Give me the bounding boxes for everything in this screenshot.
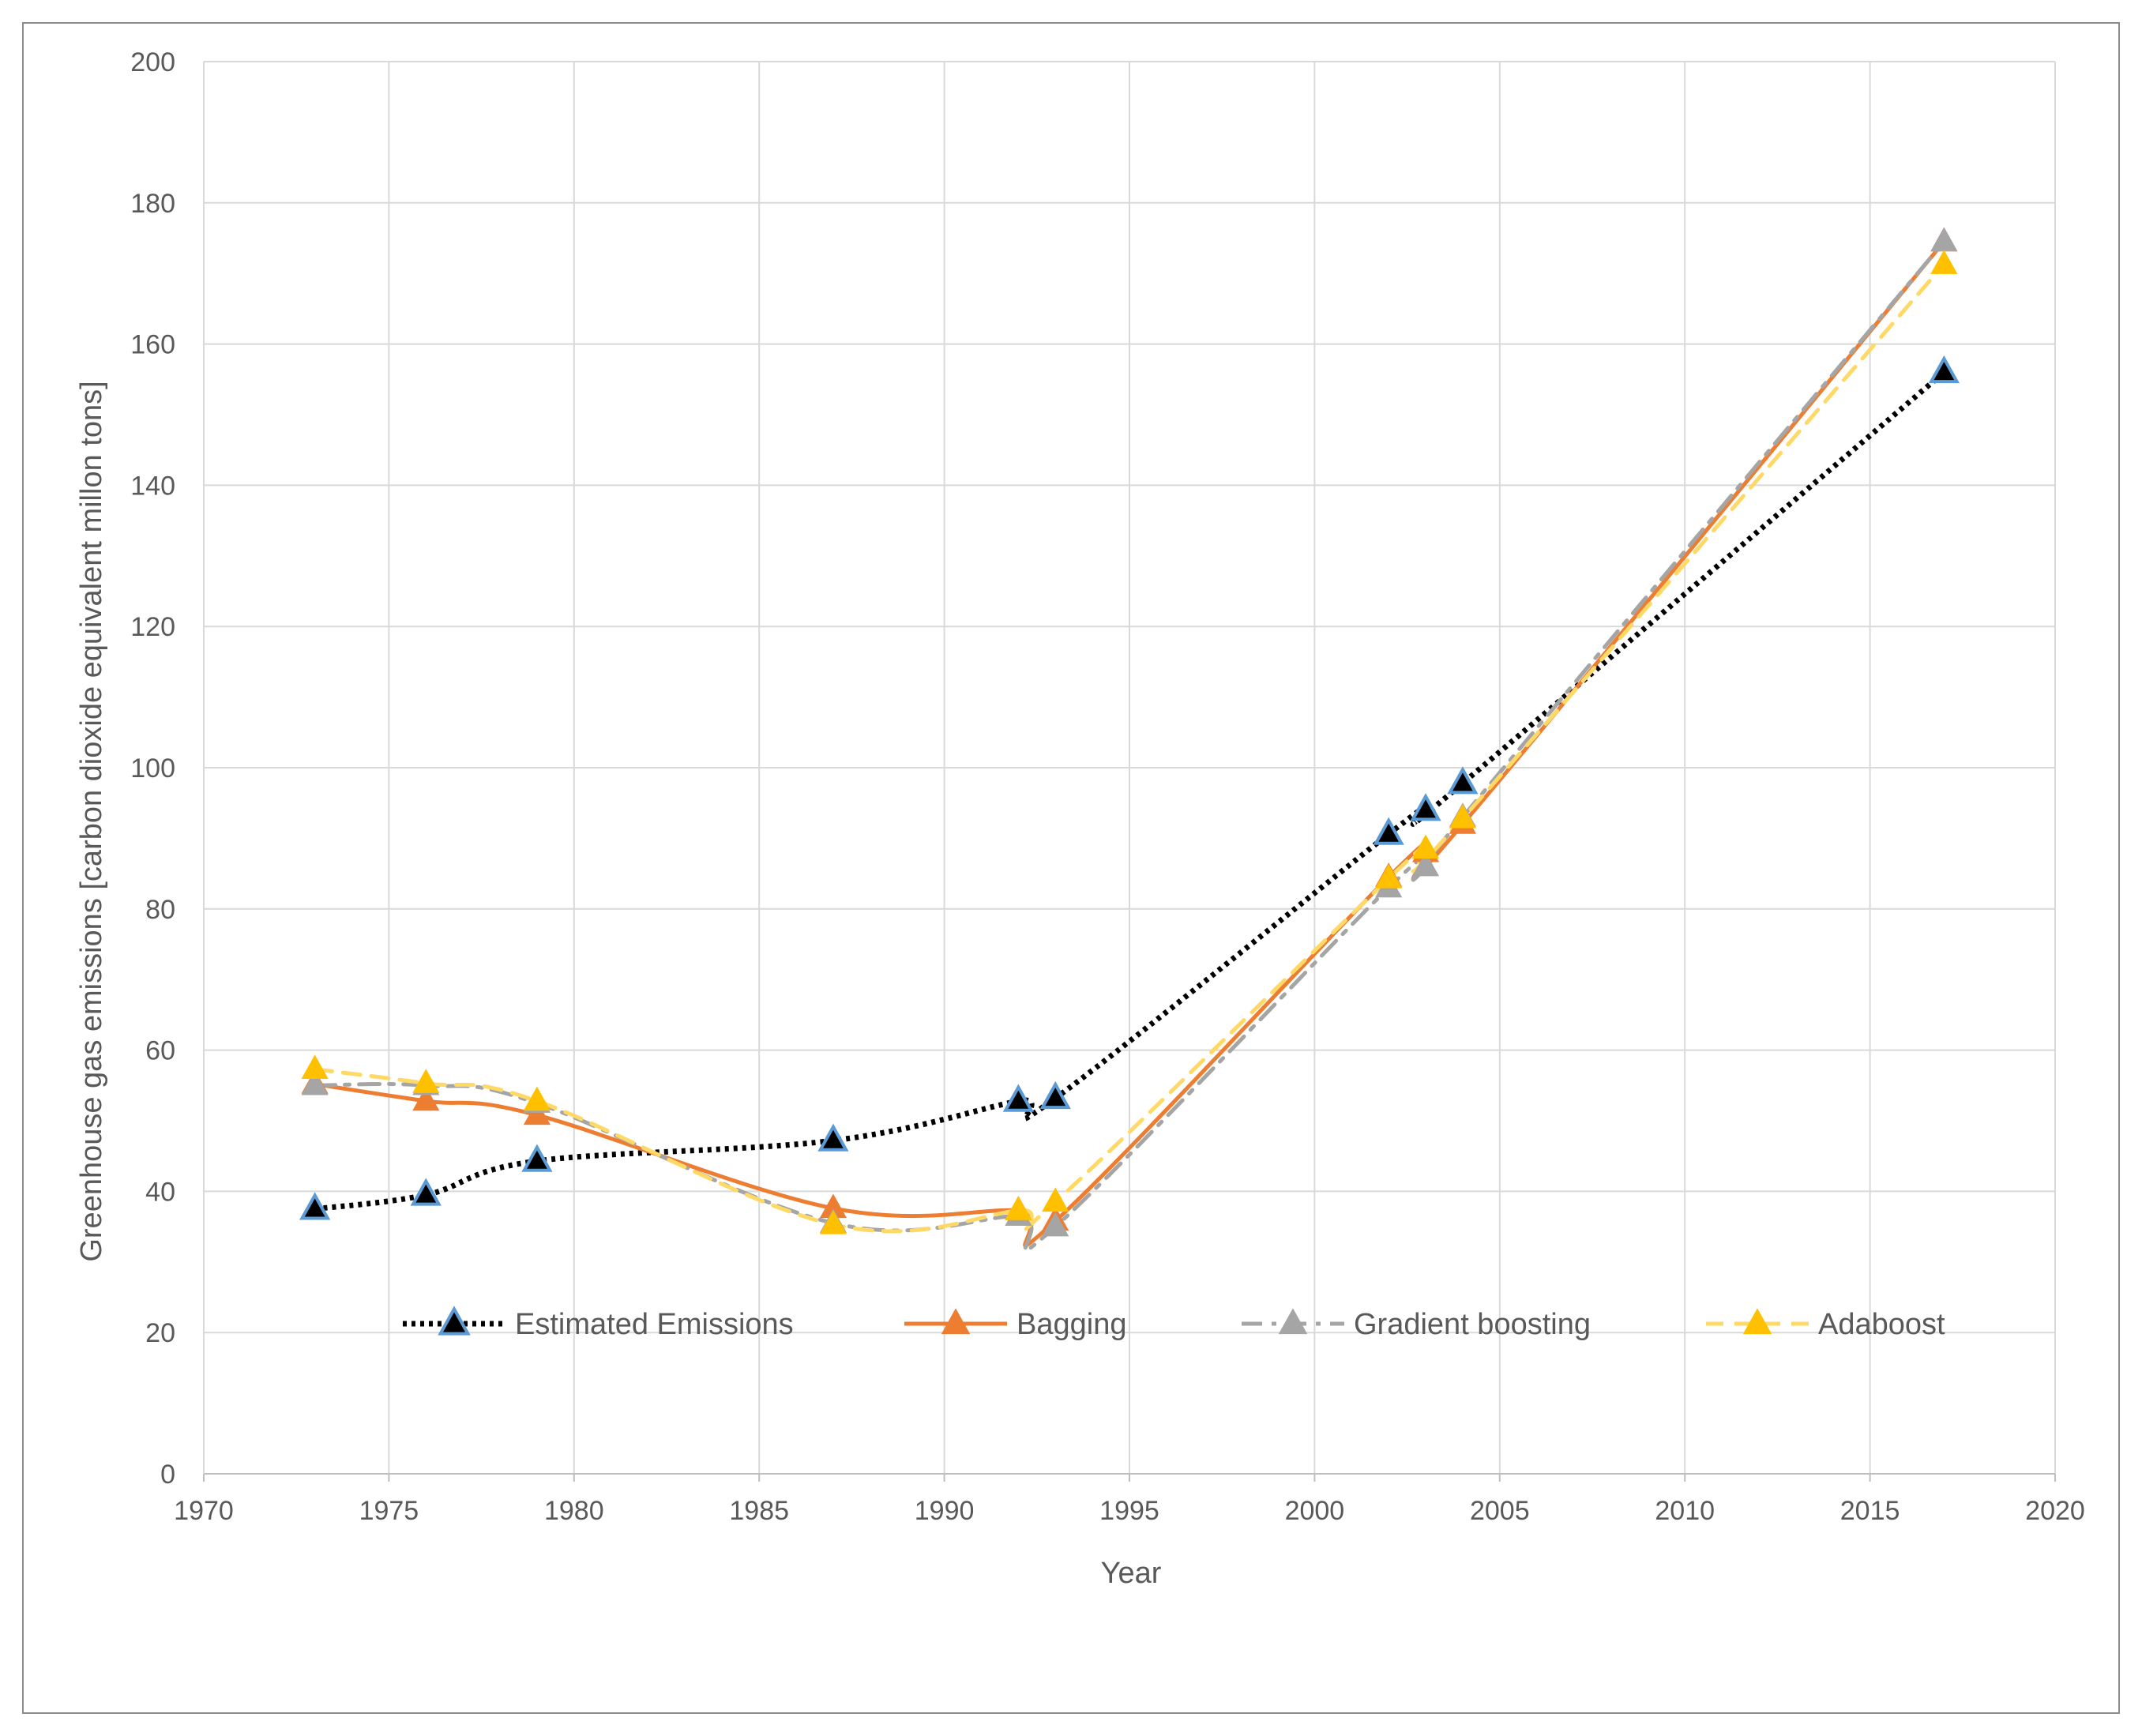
legend-label-bagging: Bagging	[1017, 1308, 1126, 1341]
y-tick-label: 140	[130, 471, 175, 501]
data-point-estimated-emissions	[299, 1192, 331, 1220]
legend-label-estimated-emissions: Estimated Emissions	[515, 1308, 794, 1341]
data-point-estimated-emissions	[1002, 1084, 1035, 1112]
legend: Estimated Emissions Bagging Gradient boost…	[403, 1306, 1945, 1341]
x-tick-label: 1995	[1099, 1496, 1159, 1526]
series-lines	[313, 239, 1946, 1253]
data-point-gradient-boosting	[1411, 851, 1440, 877]
x-tick-label: 2005	[1470, 1496, 1530, 1526]
data-point-estimated-emissions	[1410, 793, 1441, 821]
data-point-estimated-emissions	[1928, 355, 1960, 384]
data-point-adaboost	[1005, 1196, 1032, 1220]
series-line-adaboost	[313, 262, 1946, 1234]
data-point-adaboost	[819, 1210, 847, 1234]
series-markers	[299, 227, 1960, 1237]
legend-label-gradient-boosting: Gradient boosting	[1354, 1308, 1591, 1341]
data-point-adaboost	[301, 1054, 329, 1079]
data-point-gradient-boosting	[301, 1070, 329, 1095]
y-axis-title: Greenhouse gas emissions [carbon dioxide…	[75, 381, 108, 1261]
x-tick-label: 2020	[2025, 1496, 2085, 1526]
data-point-bagging	[412, 1086, 440, 1111]
legend-marker-estimated-emissions	[438, 1306, 471, 1336]
data-point-adaboost	[412, 1069, 440, 1093]
legend-label-adaboost: Adaboost	[1818, 1308, 1945, 1341]
y-tick-label: 60	[145, 1036, 175, 1066]
x-tick-label: 2015	[1840, 1496, 1900, 1526]
y-tick-label: 120	[130, 612, 175, 642]
data-point-gradient-boosting	[1042, 1212, 1069, 1237]
y-tick-label: 200	[130, 47, 175, 77]
y-tick-label: 180	[130, 189, 175, 219]
y-tick-label: 40	[145, 1177, 175, 1207]
data-point-bagging	[523, 1100, 551, 1125]
y-tick-label: 20	[145, 1318, 175, 1348]
data-point-adaboost	[1375, 863, 1403, 889]
legend-marker-bagging	[941, 1308, 971, 1335]
data-point-estimated-emissions	[521, 1144, 553, 1172]
x-tick-label: 2000	[1285, 1496, 1345, 1526]
x-tick-label: 2010	[1655, 1496, 1715, 1526]
legend-marker-adaboost	[1742, 1308, 1772, 1335]
x-tick-label: 1970	[174, 1496, 234, 1526]
y-tick-label: 80	[145, 895, 175, 925]
data-point-adaboost	[1449, 803, 1477, 829]
axes: 1970 1975 1980 1985 1990 1995 2000 2005 2010 2015…	[130, 47, 2085, 1526]
x-tick-label: 1980	[544, 1496, 604, 1526]
data-point-estimated-emissions	[1373, 817, 1404, 845]
data-point-adaboost	[1411, 834, 1440, 859]
x-axis-title: Year	[1101, 1557, 1162, 1590]
legend-marker-gradient-boosting	[1278, 1308, 1308, 1335]
data-point-estimated-emissions	[1447, 766, 1479, 795]
data-point-adaboost	[1930, 250, 1958, 274]
series-line-bagging	[313, 239, 1946, 1248]
data-point-adaboost	[1042, 1187, 1069, 1212]
data-point-gradient-boosting	[1930, 227, 1958, 252]
data-point-estimated-emissions	[1039, 1080, 1071, 1110]
y-tick-label: 160	[130, 330, 175, 360]
x-tick-label: 1985	[729, 1496, 789, 1526]
gridlines	[204, 61, 2056, 1474]
chart-frame	[22, 22, 2120, 1714]
y-tick-label: 100	[130, 753, 175, 783]
data-point-estimated-emissions	[410, 1178, 442, 1206]
data-point-estimated-emissions	[817, 1123, 849, 1152]
data-point-adaboost	[523, 1086, 551, 1111]
y-tick-label: 0	[160, 1460, 175, 1490]
x-tick-label: 1990	[915, 1496, 975, 1526]
x-tick-label: 1975	[359, 1496, 419, 1526]
